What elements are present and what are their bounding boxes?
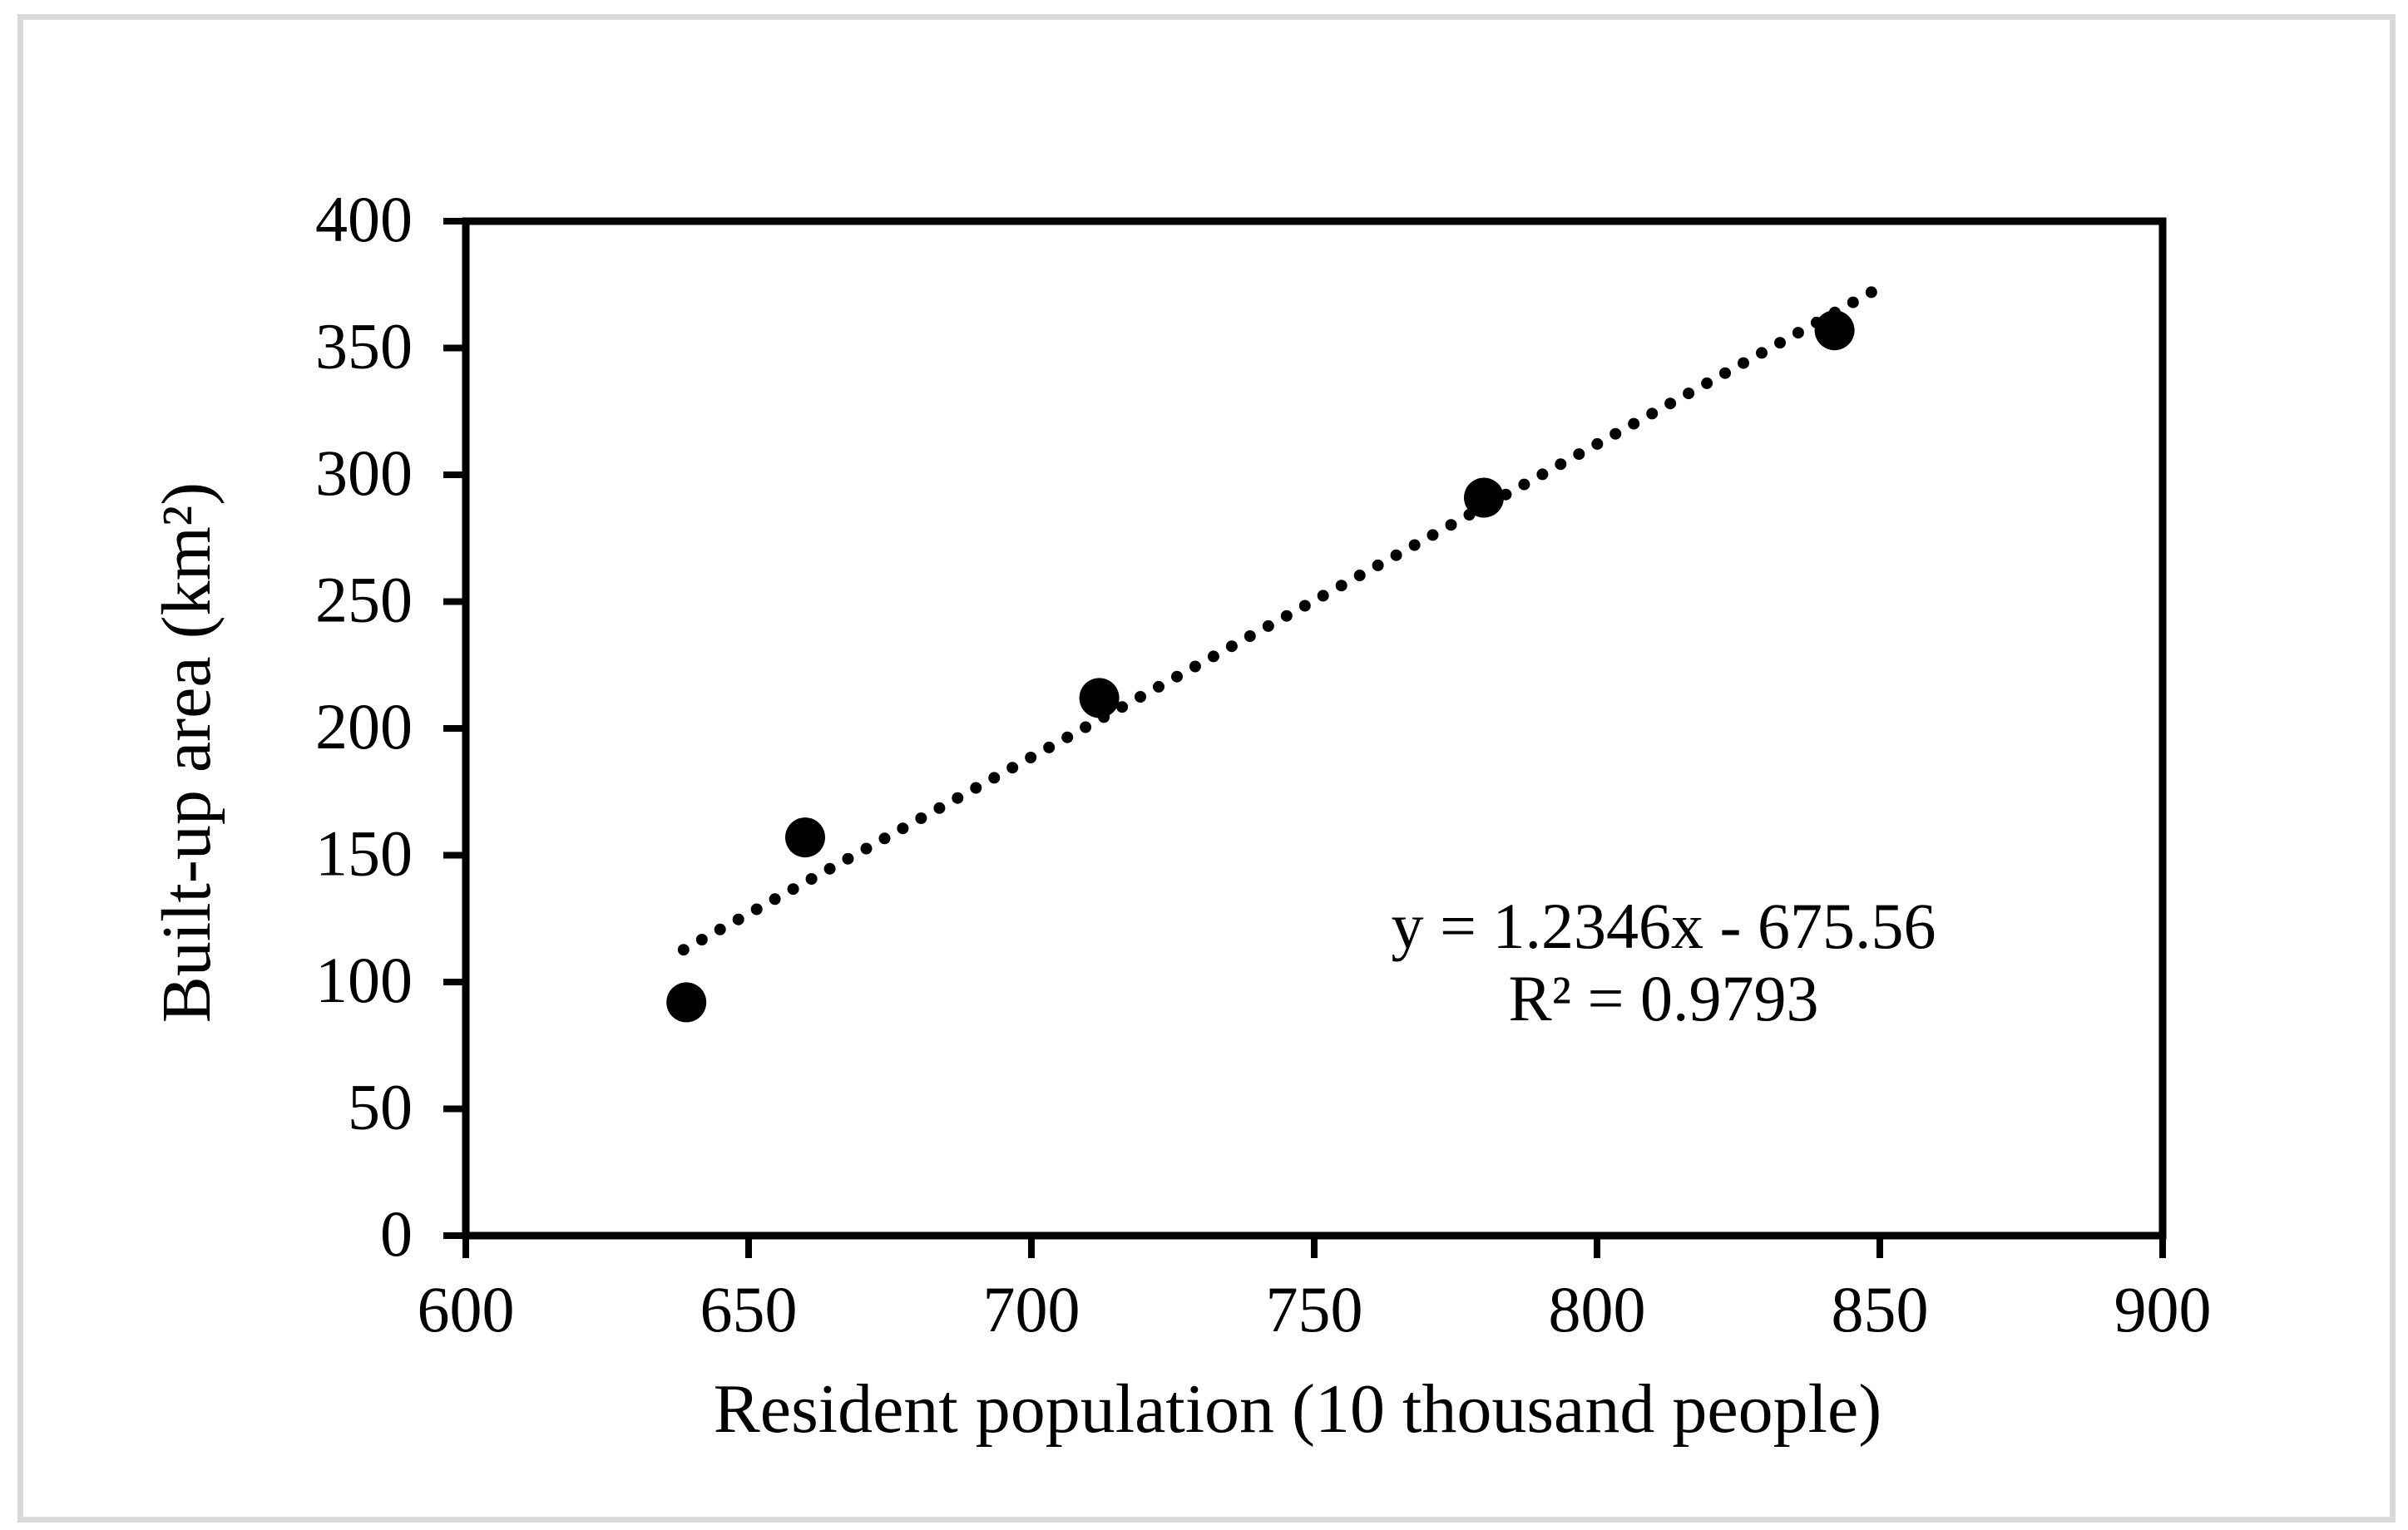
y-axis-title: Built-up area (km²)	[148, 482, 225, 1023]
trendline-dot	[915, 812, 927, 824]
trendline-dot	[1664, 397, 1677, 410]
y-tick-label: 350	[315, 310, 413, 382]
y-tick-label: 0	[380, 1197, 413, 1270]
trendline-dot	[677, 944, 690, 956]
trendline-dot	[1262, 619, 1274, 632]
trendline-dot	[1573, 448, 1585, 461]
trendline-dot	[1225, 640, 1238, 653]
y-tick-label: 250	[315, 564, 413, 636]
trendline-dot	[1646, 407, 1659, 420]
trendline-dot	[1445, 519, 1457, 531]
trendline-dot	[1244, 630, 1256, 642]
trendline-dot	[805, 873, 818, 885]
y-axis-ticks	[443, 218, 466, 1239]
trendline-dot	[1335, 580, 1347, 592]
trendline-dot	[952, 792, 964, 804]
trendline-dot	[1153, 680, 1164, 693]
data-point-marker	[1814, 310, 1855, 351]
trendline-dot	[787, 883, 799, 896]
trendline-dot	[933, 802, 946, 814]
data-points	[666, 310, 1855, 1023]
trendline-dot	[1061, 731, 1074, 743]
trendline-dot	[695, 934, 708, 945]
y-tick-label: 200	[315, 690, 413, 763]
trendline-dot	[988, 772, 1001, 784]
trendline-dot	[1207, 650, 1219, 663]
trendline-dot	[1628, 417, 1640, 430]
data-point-marker	[785, 817, 825, 858]
trendline-dot	[1792, 327, 1804, 339]
trendline-dot	[1701, 377, 1713, 389]
trendline-dot	[732, 913, 744, 925]
trendline-dot	[1683, 387, 1695, 400]
trendline-r2-label: R² = 0.9793	[1509, 962, 1819, 1034]
trendline-dot	[1353, 570, 1366, 581]
x-tick-label: 700	[983, 1273, 1080, 1345]
trendline-dotted	[677, 286, 1877, 956]
plot-area-frame	[462, 217, 2167, 1240]
trendline-equation-label: y = 1.2346x - 675.56	[1392, 890, 1936, 962]
y-tick-label: 400	[315, 183, 413, 255]
trendline-dot	[1719, 367, 1731, 379]
x-tick-label: 750	[1266, 1273, 1363, 1345]
trendline-dot	[714, 923, 726, 935]
trendline-dot	[1518, 478, 1530, 491]
trendline-dot	[860, 842, 873, 855]
trendline-dot	[1536, 468, 1549, 481]
x-tick-label: 900	[2114, 1273, 2212, 1345]
x-tick-label: 600	[418, 1273, 515, 1345]
y-tick-label: 300	[315, 437, 413, 509]
trendline-dot	[897, 822, 909, 835]
y-axis-tick-labels: 0 50 100 150 200 250 300 350 400	[315, 183, 413, 1270]
y-tick-label: 100	[315, 944, 413, 1016]
trendline-dot	[1372, 559, 1384, 571]
trendline-dot	[1116, 701, 1129, 713]
x-tick-label: 850	[1832, 1273, 1929, 1345]
trendline-dot	[970, 782, 982, 794]
trendline-dot	[1006, 762, 1019, 774]
data-point-marker	[666, 982, 707, 1023]
trendline-dot	[1865, 286, 1877, 299]
trendline-dot	[1025, 752, 1037, 763]
trendline-dot	[769, 893, 781, 906]
trendline-dot	[1774, 337, 1786, 349]
trendline-dot	[1390, 549, 1402, 561]
trendline-dot	[1738, 357, 1749, 369]
trendline-dot	[1609, 427, 1622, 440]
y-tick-label: 50	[348, 1071, 413, 1143]
x-axis-tick-labels: 600 650 700 750 800 850 900	[418, 1273, 2212, 1345]
data-point-marker	[1079, 678, 1120, 718]
trendline-dot	[1135, 691, 1146, 703]
trendline-dot	[1171, 670, 1183, 683]
trendline-dot	[1043, 741, 1056, 753]
trendline-dot	[1298, 600, 1311, 612]
trendline-dot	[750, 903, 763, 916]
data-point-marker	[1464, 477, 1504, 518]
trendline-dot	[823, 862, 836, 875]
trendline-dot	[842, 852, 854, 865]
trendline-dot	[1317, 590, 1329, 602]
trendline-dot	[1427, 529, 1439, 541]
trendline-dot	[1189, 660, 1201, 673]
x-axis-title: Resident population (10 thousand people)	[714, 1370, 1881, 1448]
x-tick-label: 650	[700, 1273, 798, 1345]
y-tick-label: 150	[315, 817, 413, 890]
x-tick-label: 800	[1549, 1273, 1646, 1345]
trendline-dot	[1408, 539, 1421, 551]
trendline-dot	[1847, 296, 1859, 308]
trendline-dot	[878, 832, 891, 845]
trendline-dot	[1756, 347, 1768, 359]
trendline-dot	[1080, 721, 1092, 733]
trendline-dot	[1591, 437, 1604, 450]
trendline-dot	[1280, 610, 1293, 622]
x-axis-ticks	[462, 1236, 2166, 1258]
trendline-dot	[1555, 458, 1567, 471]
